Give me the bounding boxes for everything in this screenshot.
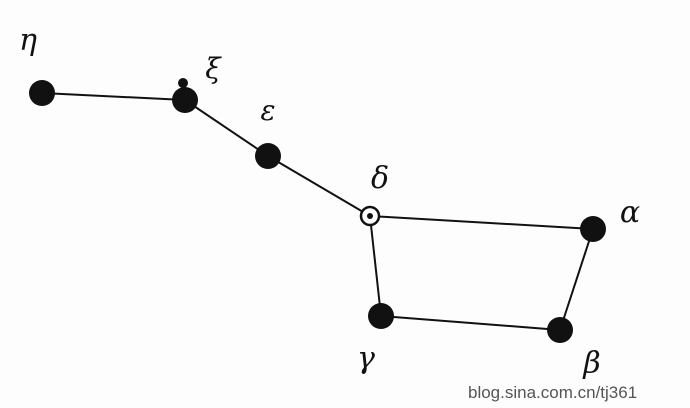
star-labels: η ξ ε δ α β γ	[19, 23, 640, 381]
label-gamma: γ	[357, 341, 375, 376]
star-alpha	[580, 216, 606, 242]
line-alpha-beta	[559, 228, 594, 331]
line-eta-xi	[41, 92, 186, 101]
line-delta-alpha	[369, 215, 594, 230]
star-gamma	[368, 303, 394, 329]
connection-lines	[41, 92, 594, 331]
star-delta	[359, 205, 381, 227]
star-beta	[547, 317, 573, 343]
line-beta-gamma	[380, 315, 561, 331]
line-gamma-delta	[369, 215, 382, 317]
label-beta: β	[582, 346, 600, 381]
label-delta: δ	[371, 161, 389, 196]
label-epsilon: ε	[260, 94, 275, 127]
label-xi: ξ	[205, 52, 222, 85]
star-eta	[29, 80, 55, 106]
star-epsilon	[255, 143, 281, 169]
star-xi	[172, 78, 198, 113]
star-markers	[29, 78, 606, 343]
label-alpha: α	[620, 195, 640, 230]
line-epsilon-delta	[267, 155, 371, 217]
watermark-text: blog.sina.com.cn/tj361	[468, 383, 637, 402]
label-eta: η	[19, 23, 37, 58]
line-xi-epsilon	[184, 99, 269, 157]
